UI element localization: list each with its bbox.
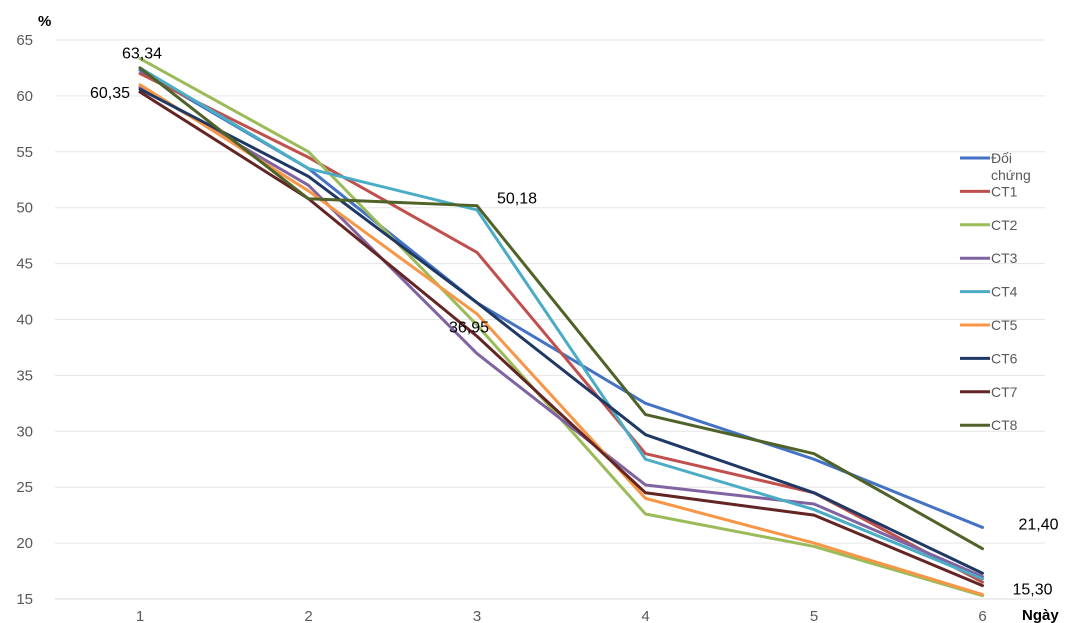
- y-tick-label: 25: [16, 479, 33, 496]
- y-tick-label: 50: [16, 200, 33, 217]
- y-tick-label: 15: [16, 591, 33, 608]
- y-tick-label: 30: [16, 423, 33, 440]
- x-tick-label: 3: [473, 608, 481, 623]
- legend-item: CT1: [960, 183, 1018, 199]
- x-tick-label: 2: [304, 608, 312, 623]
- legend-label: CT4: [991, 284, 1018, 300]
- x-tick-label: 6: [978, 608, 986, 623]
- data-label: 60,35: [90, 85, 130, 102]
- x-axis-title: Ngày: [1022, 607, 1059, 623]
- y-tick-label: 35: [16, 367, 33, 384]
- legend-label: CT2: [991, 217, 1018, 233]
- data-label: 21,40: [1019, 516, 1059, 533]
- legend-label: CT6: [991, 350, 1018, 366]
- data-label: 50,18: [497, 191, 537, 208]
- y-tick-label: 45: [16, 256, 33, 273]
- x-tick-label: 1: [136, 608, 144, 623]
- legend-label: Đối chứng: [991, 150, 1031, 183]
- legend-item: CT3: [960, 250, 1018, 266]
- legend-label: CT7: [991, 384, 1018, 400]
- series-line-8: [138, 66, 984, 551]
- x-tick-label: 4: [641, 608, 649, 623]
- legend-label: CT5: [991, 317, 1018, 333]
- legend-label: CT3: [991, 250, 1018, 266]
- y-tick-label: 60: [16, 88, 33, 105]
- y-tick-label: 65: [16, 32, 33, 49]
- legend-item: CT6: [960, 350, 1018, 366]
- series-line-4: [138, 66, 984, 581]
- series-line-0: [138, 68, 984, 529]
- legend-label: CT1: [991, 183, 1018, 199]
- series-line-3: [138, 85, 984, 579]
- series-line-1: [138, 72, 984, 584]
- legend-item: CT7: [960, 384, 1018, 400]
- y-axis-title: %: [38, 13, 51, 30]
- data-label: 15,30: [1013, 582, 1053, 599]
- legend-label: CT8: [991, 417, 1018, 433]
- legend-item: CT5: [960, 317, 1018, 333]
- legend-item: CT2: [960, 217, 1018, 233]
- legend-item: CT8: [960, 417, 1018, 433]
- data-label: 36,95: [449, 320, 489, 337]
- data-label: 63,34: [122, 46, 162, 63]
- y-tick-label: 20: [16, 535, 33, 552]
- legend-item: CT4: [960, 284, 1018, 300]
- annotation-layer: 63,34 60,35 50,18 36,95 21,40 15,30: [90, 46, 1059, 599]
- series-layer: [138, 57, 984, 598]
- x-tick-label: 5: [810, 608, 818, 623]
- series-line-7: [138, 90, 984, 588]
- series-line-5: [138, 83, 984, 597]
- y-tick-label: 40: [16, 312, 33, 329]
- legend-item: Đối chứng: [960, 150, 1031, 183]
- series-line-6: [138, 87, 984, 575]
- y-tick-label: 55: [16, 144, 33, 161]
